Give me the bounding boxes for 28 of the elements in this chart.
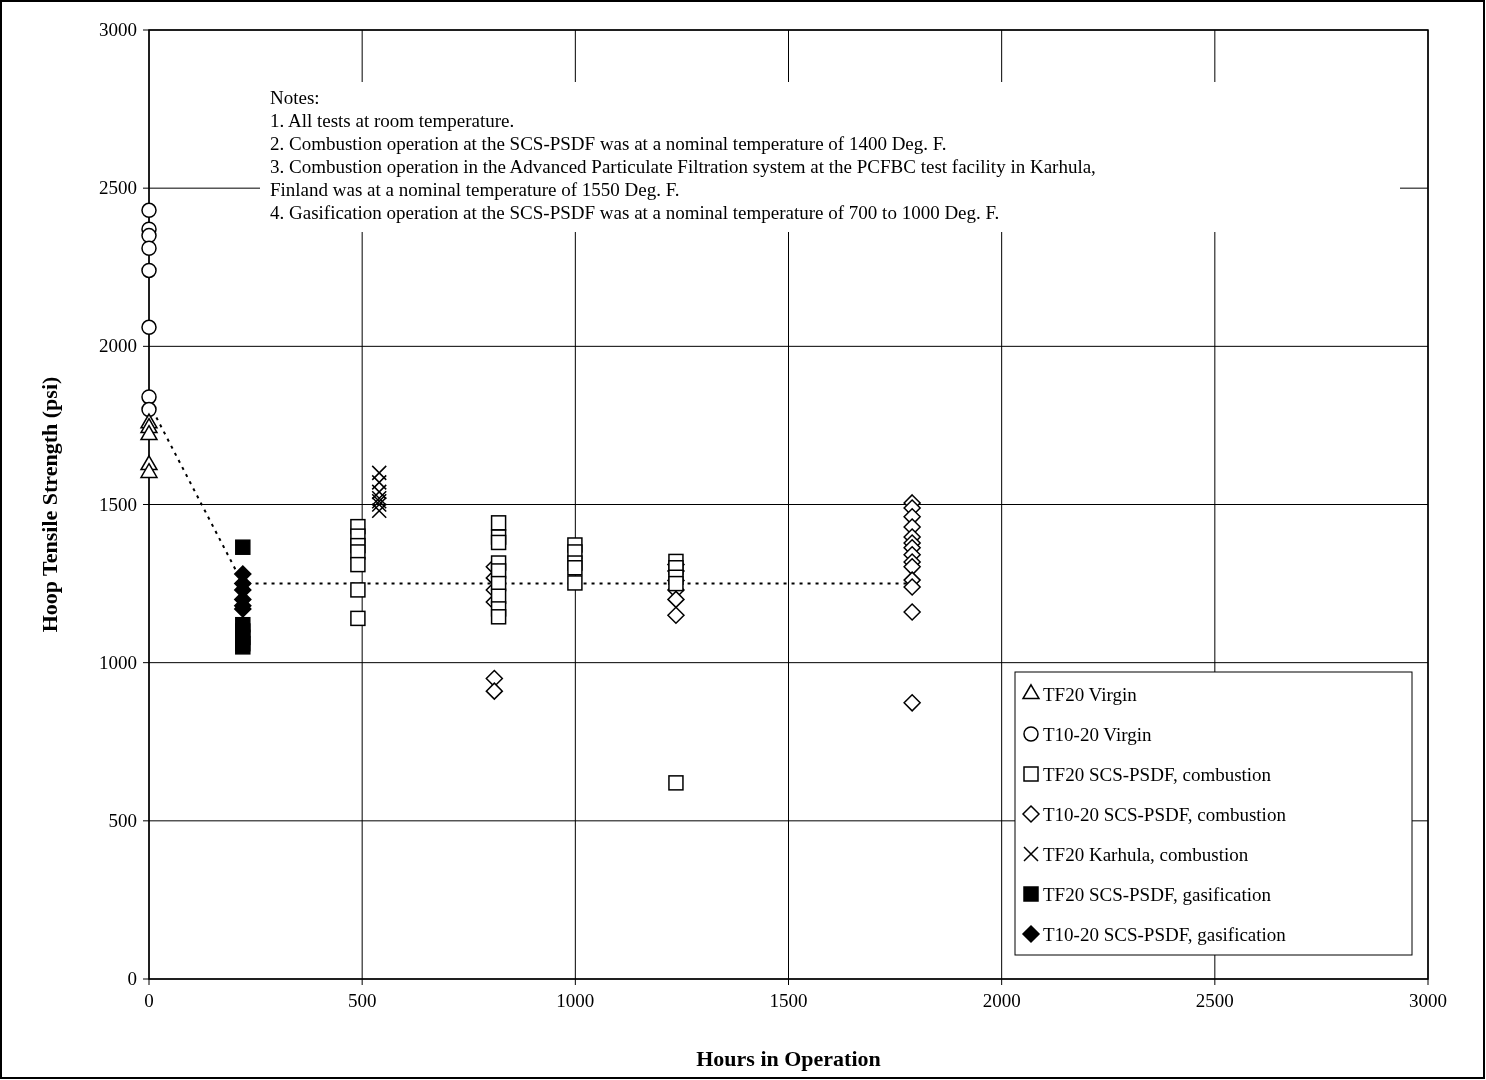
x-tick-label: 0	[144, 990, 154, 1011]
y-tick-label: 500	[108, 809, 137, 831]
y-tick-label: 0	[127, 968, 137, 989]
annotation: 3. Combustion operation in the Advanced Particulate Filtration system at the PCFBC test facility in Karhula, Finland was at a nominal temperature of 1550 Deg. F.	[270, 156, 1096, 200]
x-axis-title: Hours in Operation	[696, 1046, 881, 1071]
x-tick-label: 1000	[556, 990, 595, 1011]
annotation: Notes:	[270, 87, 320, 108]
x-tick-label: 3000	[1409, 990, 1447, 1011]
y-tick-label: 2000	[99, 335, 137, 357]
legend-label: T10-20 SCS-PSDF, gasification	[1043, 924, 1287, 945]
legend-label: T10-20 SCS-PSDF, combustion	[1043, 804, 1287, 825]
legend-label: TF20 SCS-PSDF, gasification	[1043, 884, 1272, 905]
annotation: 4. Gasification operation at the SCS-PSDF was at a nominal temperature of 700 to 1000 Deg. F.	[270, 202, 1000, 223]
y-tick-label: 2500	[99, 177, 137, 199]
x-tick-label: 2000	[982, 990, 1021, 1011]
x-tick-label: 2500	[1195, 990, 1234, 1011]
x-tick-label: 1500	[769, 990, 808, 1011]
y-tick-label: 1000	[99, 651, 137, 673]
legend-label: TF20 Karhula, combustion	[1043, 844, 1249, 865]
x-tick-label: 500	[347, 990, 377, 1011]
legend-label: T10-20 Virgin	[1043, 724, 1152, 745]
legend-label: TF20 SCS-PSDF, combustion	[1043, 764, 1272, 785]
annotation: 2. Combustion operation at the SCS-PSDF was at a nominal temperature of 1400 Deg. F.	[270, 133, 947, 154]
annotation: 1. All tests at room temperature.	[270, 110, 515, 131]
y-tick-label: 1500	[99, 493, 137, 515]
y-tick-label: 3000	[99, 19, 137, 40]
legend-label: TF20 Virgin	[1043, 684, 1138, 705]
y-axis-title: Hoop Tensile Strength (psi)	[37, 376, 62, 633]
